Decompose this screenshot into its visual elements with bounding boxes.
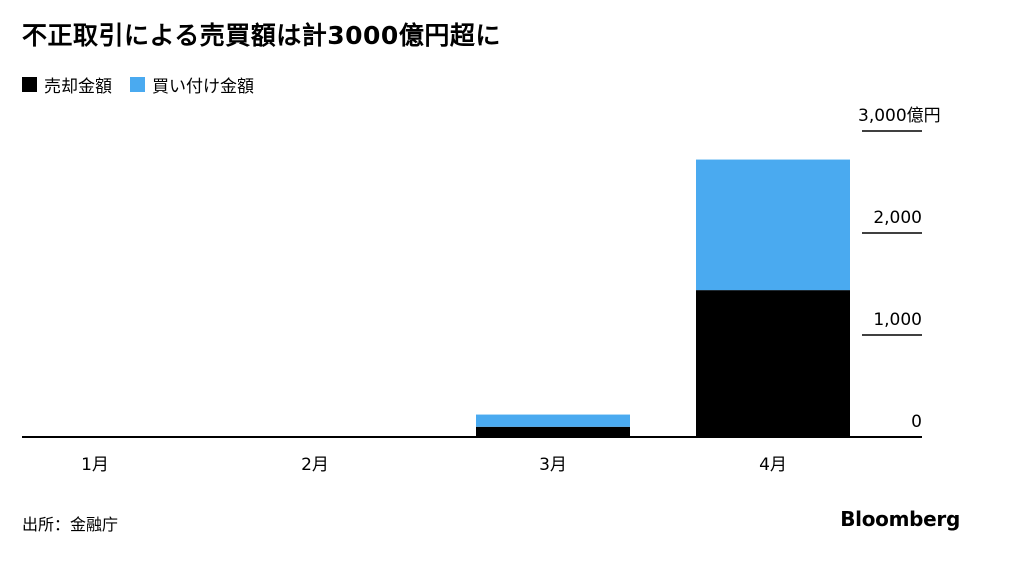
y-tick-label-1000: 1,000	[873, 310, 922, 330]
source-note: 出所：金融庁	[22, 515, 119, 534]
legend-label-buy: 買い付け金額	[152, 77, 254, 97]
bar-sell-3	[476, 426, 630, 437]
bar-buy-4	[696, 159, 850, 291]
y-tick-label-2000: 2,000	[873, 208, 922, 228]
legend: 売却金額 買い付け金額	[22, 72, 272, 97]
y-tick-label-0: 0	[911, 412, 922, 432]
bar-sell-4	[696, 290, 850, 437]
legend-item-sell: 売却金額	[22, 72, 112, 97]
legend-swatch-buy	[130, 77, 145, 92]
bloomberg-logo: Bloomberg	[840, 507, 960, 531]
x-tick-label-3: 3月	[539, 455, 567, 475]
bar-buy-3	[476, 414, 630, 427]
x-tick-label-1: 1月	[81, 455, 109, 475]
legend-item-buy: 買い付け金額	[130, 72, 254, 97]
x-tick-label-4: 4月	[759, 455, 787, 475]
y-tick-label-3000: 3,000億円	[858, 106, 941, 126]
x-tick-label-2: 2月	[301, 455, 329, 475]
chart-title: 不正取引による売買額は計3000億円超に	[22, 21, 501, 50]
legend-swatch-sell	[22, 77, 37, 92]
legend-label-sell: 売却金額	[44, 77, 112, 97]
